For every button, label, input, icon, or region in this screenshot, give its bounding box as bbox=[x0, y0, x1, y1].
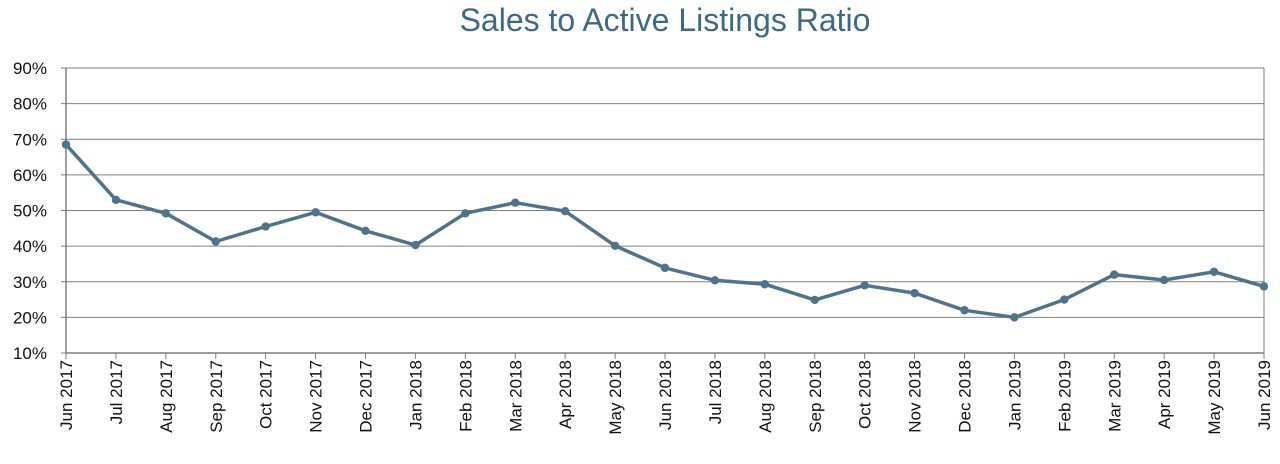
data-point bbox=[111, 195, 121, 205]
x-tick-label: Apr 2019 bbox=[1155, 360, 1174, 429]
x-tick-label: Apr 2018 bbox=[556, 360, 575, 429]
series bbox=[61, 140, 1269, 322]
data-point bbox=[261, 222, 270, 231]
data-point bbox=[1209, 267, 1219, 276]
data-point bbox=[910, 288, 919, 298]
x-tick-label: Dec 2018 bbox=[956, 360, 975, 433]
data-point bbox=[1110, 270, 1119, 279]
x-tick-label: Mar 2018 bbox=[506, 360, 525, 432]
y-tick-label: 10% bbox=[13, 344, 47, 363]
x-tick-label: Jan 2018 bbox=[406, 360, 425, 430]
y-tick-label: 40% bbox=[13, 237, 47, 256]
data-point bbox=[511, 198, 520, 207]
data-point bbox=[361, 226, 370, 236]
x-tick-label: Nov 2018 bbox=[906, 360, 925, 433]
y-tick-label: 60% bbox=[13, 166, 47, 185]
y-tick-label: 50% bbox=[13, 202, 47, 221]
x-tick-label: Feb 2018 bbox=[456, 360, 475, 432]
x-tick-label: Aug 2018 bbox=[756, 360, 775, 433]
x-tick-label: Oct 2018 bbox=[856, 360, 875, 429]
x-tick-label: Nov 2017 bbox=[307, 360, 326, 433]
x-tick-label: Sep 2018 bbox=[806, 360, 825, 433]
x-tick-label: Feb 2019 bbox=[1055, 360, 1074, 432]
x-tick-label: May 2018 bbox=[606, 360, 625, 435]
x-axis-tick-labels: Jun 2017 Jul 2017 Aug 2017 Sep 2017 Oct 2017… bbox=[57, 360, 1274, 435]
gridlines bbox=[66, 67, 1264, 354]
y-axis-tick-labels: 90% 80% 70% 60% 50% 40% 30% 20% 10% bbox=[13, 59, 47, 363]
data-point bbox=[311, 208, 320, 217]
x-tick-label: Jan 2019 bbox=[1005, 360, 1024, 430]
chart-title: Sales to Active Listings Ratio bbox=[459, 2, 871, 38]
data-point bbox=[860, 281, 869, 290]
data-point bbox=[660, 263, 670, 273]
data-point bbox=[1060, 295, 1069, 304]
data-point bbox=[960, 306, 969, 315]
data-point bbox=[461, 209, 470, 218]
x-tick-label: May 2019 bbox=[1205, 360, 1224, 435]
data-point bbox=[161, 209, 171, 218]
data-point bbox=[560, 207, 570, 216]
data-point bbox=[211, 237, 220, 246]
x-tick-label: Jul 2017 bbox=[107, 360, 126, 424]
series-line bbox=[64, 142, 1266, 320]
y-tick-label: 20% bbox=[13, 308, 47, 327]
axes bbox=[61, 67, 1265, 359]
data-point bbox=[760, 280, 770, 289]
y-tick-label: 30% bbox=[13, 273, 47, 292]
y-tick-label: 90% bbox=[13, 59, 47, 78]
y-tick-label: 70% bbox=[13, 130, 47, 149]
x-tick-label: Oct 2017 bbox=[257, 360, 276, 429]
x-tick-label: Aug 2017 bbox=[157, 360, 176, 433]
data-point bbox=[411, 240, 420, 250]
data-point bbox=[710, 276, 720, 285]
data-point bbox=[1259, 282, 1269, 291]
x-tick-label: Sep 2017 bbox=[207, 360, 226, 433]
y-tick-label: 80% bbox=[13, 95, 47, 114]
x-tick-label: Jun 2018 bbox=[656, 360, 675, 430]
data-point bbox=[810, 295, 819, 305]
x-tick-label: Jul 2018 bbox=[706, 360, 725, 424]
data-point bbox=[1159, 275, 1169, 285]
x-tick-label: Mar 2019 bbox=[1105, 360, 1124, 432]
x-tick-label: Jun 2017 bbox=[57, 360, 76, 430]
data-point bbox=[610, 241, 620, 250]
data-point bbox=[1010, 313, 1019, 322]
x-tick-label: Jun 2019 bbox=[1255, 360, 1274, 430]
x-tick-label: Dec 2017 bbox=[357, 360, 376, 433]
data-point bbox=[61, 140, 71, 149]
